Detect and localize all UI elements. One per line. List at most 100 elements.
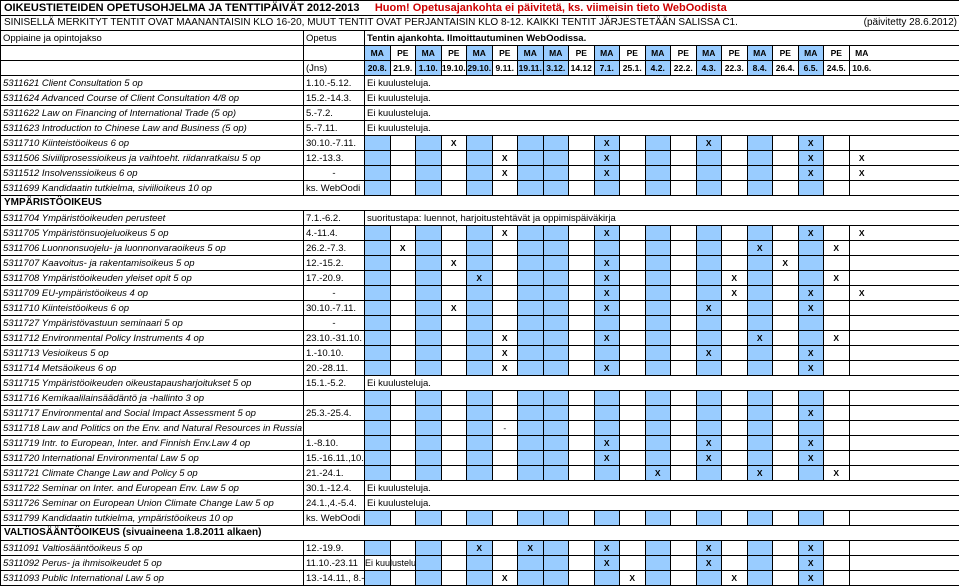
exam-cell bbox=[722, 451, 748, 465]
exam-cell bbox=[646, 241, 672, 255]
exam-cell bbox=[467, 436, 493, 450]
exam-cell bbox=[391, 511, 417, 525]
exam-cell bbox=[671, 331, 697, 345]
exam-cell bbox=[416, 286, 442, 300]
exam-cell bbox=[365, 286, 391, 300]
course-row: 5311713 Vesioikeus 5 op1.-10.10.XXX bbox=[1, 346, 959, 361]
date-header-cell: 26.4. bbox=[773, 61, 799, 75]
date-header-cell: 9.11. bbox=[493, 61, 519, 75]
exam-cell bbox=[442, 271, 468, 285]
exam-cell bbox=[697, 571, 723, 585]
course-row: 5311699 Kandidaatin tutkielma, siviilioi… bbox=[1, 181, 959, 196]
date-header-cell: 4.3. bbox=[697, 61, 723, 75]
exam-cell bbox=[442, 151, 468, 165]
exam-cell: X bbox=[722, 571, 748, 585]
exam-cell: X bbox=[595, 361, 621, 375]
exam-cell bbox=[850, 571, 875, 585]
exam-cell: X bbox=[493, 151, 519, 165]
type-header-cell: MA bbox=[467, 46, 493, 60]
exam-cell bbox=[493, 241, 519, 255]
exam-cell bbox=[391, 166, 417, 180]
exam-cell bbox=[518, 166, 544, 180]
exam-cell bbox=[799, 466, 825, 480]
exam-cell bbox=[824, 436, 850, 450]
exam-cell bbox=[416, 451, 442, 465]
exam-cell bbox=[416, 136, 442, 150]
course-name: 5311699 Kandidaatin tutkielma, siviilioi… bbox=[1, 181, 304, 195]
date-header-cell: 7.1. bbox=[595, 61, 621, 75]
exam-cell bbox=[518, 436, 544, 450]
exam-cell bbox=[518, 556, 544, 570]
exam-cell bbox=[697, 391, 723, 405]
exam-cell bbox=[518, 271, 544, 285]
course-row: 5311092 Perus- ja ihmisoikeudet 5 op11.1… bbox=[1, 556, 959, 571]
exam-cell bbox=[697, 361, 723, 375]
exam-cell bbox=[493, 511, 519, 525]
exam-cell bbox=[595, 316, 621, 330]
exam-cell bbox=[722, 511, 748, 525]
exam-cell: X bbox=[697, 136, 723, 150]
exam-cell: X bbox=[391, 241, 417, 255]
exam-cell bbox=[416, 511, 442, 525]
teaching-period: 15.2.-14.3. bbox=[304, 91, 365, 105]
exam-cell bbox=[773, 181, 799, 195]
course-row: 5311722 Seminar on Inter. and European E… bbox=[1, 481, 959, 496]
exam-cell: X bbox=[799, 151, 825, 165]
exam-cell bbox=[442, 316, 468, 330]
exam-cell bbox=[646, 256, 672, 270]
teaching-period: 21.-24.1. bbox=[304, 466, 365, 480]
exam-cell bbox=[416, 226, 442, 240]
exam-cell bbox=[569, 331, 595, 345]
exam-cell bbox=[620, 331, 646, 345]
exam-cell bbox=[748, 271, 774, 285]
exam-cell bbox=[671, 346, 697, 360]
exam-cell bbox=[493, 271, 519, 285]
exam-cell bbox=[442, 406, 468, 420]
exam-cell bbox=[595, 511, 621, 525]
course-note: Ei kuulusteluja. bbox=[365, 76, 959, 90]
exam-cell bbox=[595, 466, 621, 480]
exam-cell bbox=[569, 226, 595, 240]
exam-cell bbox=[391, 421, 417, 435]
exam-cell bbox=[824, 151, 850, 165]
exam-cell: X bbox=[799, 346, 825, 360]
course-note: Ei kuulusteluja. bbox=[365, 496, 959, 510]
teaching-period: ks. WebOodi bbox=[304, 181, 365, 195]
exam-cell bbox=[697, 331, 723, 345]
exam-cell bbox=[671, 226, 697, 240]
course-name: 5311506 Siviiliprosessioikeus ja vaihtoe… bbox=[1, 151, 304, 165]
exam-cell: X bbox=[824, 271, 850, 285]
exam-cell bbox=[544, 286, 570, 300]
exam-cell: X bbox=[697, 301, 723, 315]
exam-cell bbox=[824, 556, 850, 570]
type-header-cell: PE bbox=[442, 46, 468, 60]
exam-cell bbox=[722, 226, 748, 240]
exam-cell bbox=[518, 571, 544, 585]
exam-cell bbox=[773, 241, 799, 255]
exam-cell bbox=[850, 436, 875, 450]
exam-cell bbox=[365, 511, 391, 525]
exam-cell bbox=[697, 241, 723, 255]
exam-cell bbox=[824, 226, 850, 240]
course-row: 5311714 Metsäoikeus 6 op20.-28.11.XXX bbox=[1, 361, 959, 376]
exam-cell bbox=[824, 181, 850, 195]
exam-cell bbox=[518, 466, 544, 480]
exam-cell bbox=[722, 181, 748, 195]
exam-cell bbox=[467, 511, 493, 525]
exam-cell bbox=[569, 346, 595, 360]
date-header-cell: 8.4. bbox=[748, 61, 774, 75]
exam-cell: X bbox=[799, 556, 825, 570]
exam-cell bbox=[518, 451, 544, 465]
exam-cell bbox=[467, 331, 493, 345]
exam-cell bbox=[569, 541, 595, 555]
exam-cell bbox=[671, 541, 697, 555]
exam-cell bbox=[850, 256, 875, 270]
exam-cell: X bbox=[799, 226, 825, 240]
exam-cell bbox=[365, 136, 391, 150]
type-header-cell: MA bbox=[748, 46, 774, 60]
exam-cell bbox=[544, 346, 570, 360]
course-row: 5311721 Climate Change Law and Policy 5 … bbox=[1, 466, 959, 481]
exam-cell bbox=[493, 301, 519, 315]
column-header-row: Oppiaine ja opintojakso Opetus Tentin aj… bbox=[1, 31, 959, 46]
exam-cell bbox=[544, 136, 570, 150]
